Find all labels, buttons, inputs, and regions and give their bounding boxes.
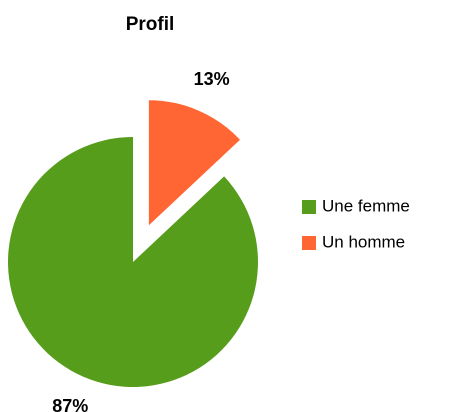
legend-swatch xyxy=(302,236,316,250)
value-label: 13% xyxy=(194,69,230,89)
legend-label: Un homme xyxy=(322,232,405,251)
legend-swatch xyxy=(302,200,316,214)
value-label: 87% xyxy=(52,396,88,412)
legend-label: Une femme xyxy=(322,196,410,215)
pie-slice xyxy=(8,137,259,387)
pie-slice xyxy=(148,100,241,226)
chart-title: Profil xyxy=(126,14,175,35)
